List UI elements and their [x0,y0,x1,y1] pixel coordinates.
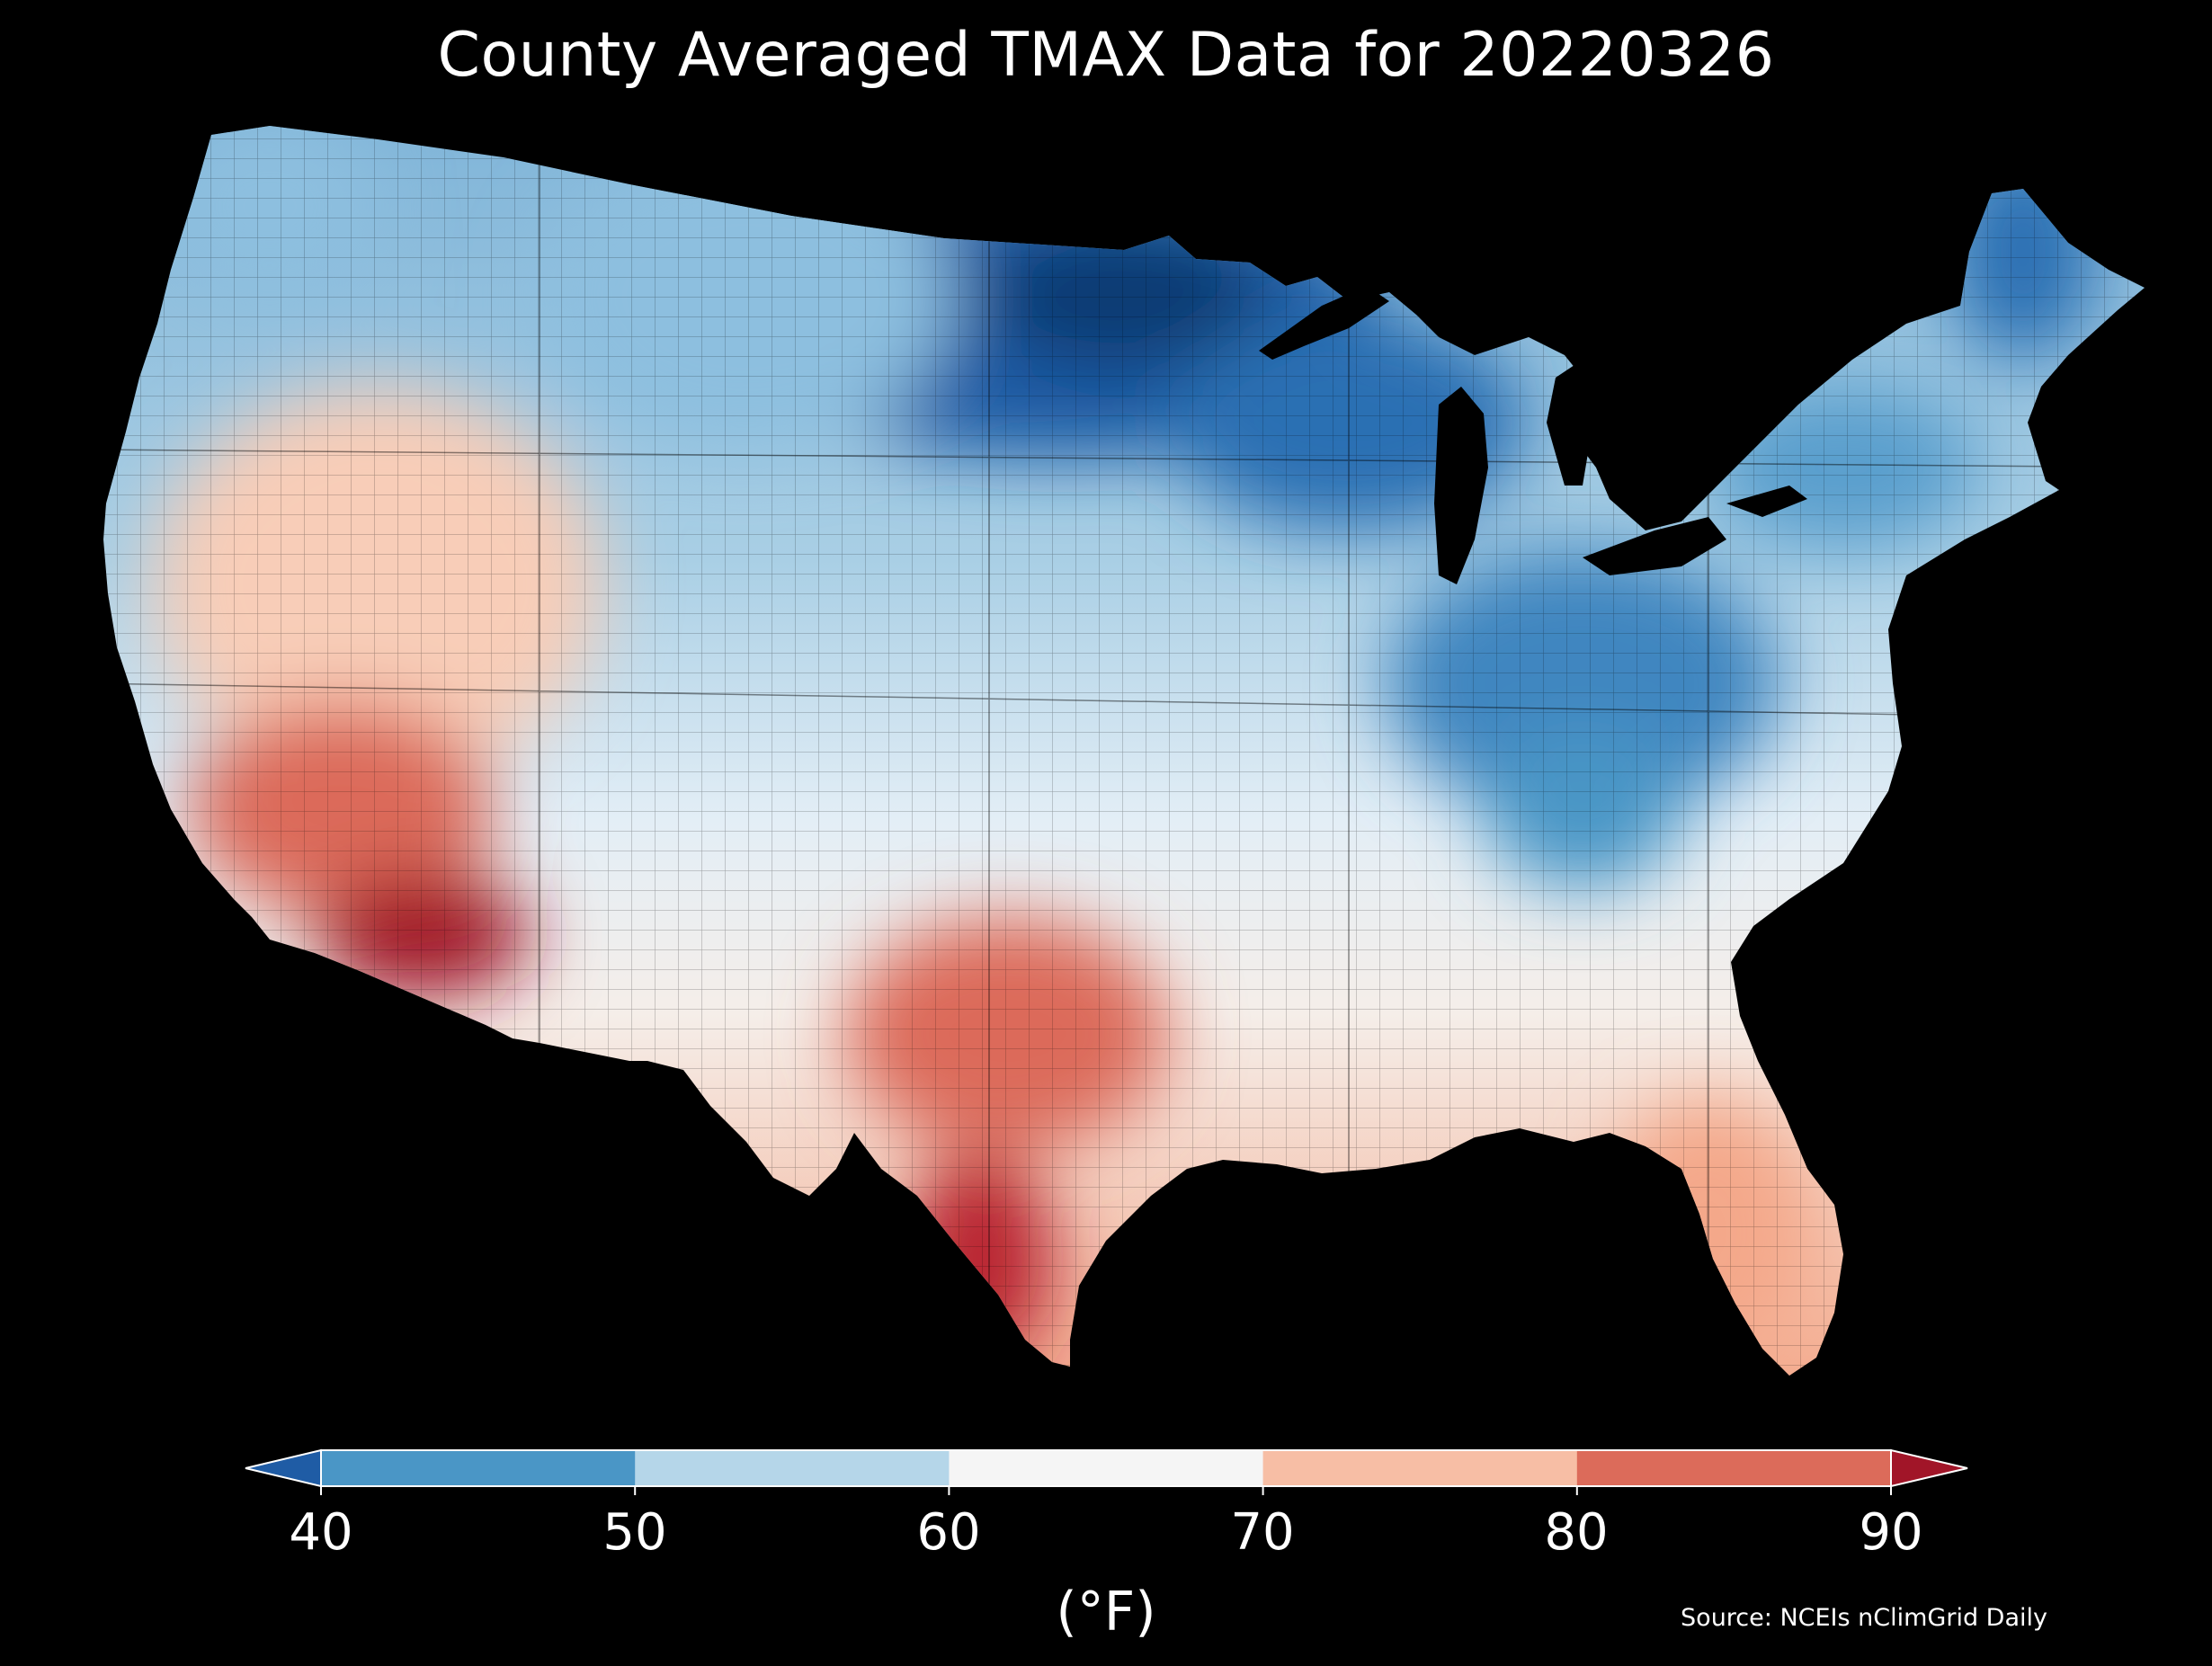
colorbar-bin [949,1450,1264,1486]
great-lakes [1259,286,1807,584]
colorbar-high-arrow [1890,1448,1968,1488]
colorbar-tick-label: 50 [602,1503,667,1562]
colorbar-low-arrow [245,1448,322,1488]
colorbar-bin [321,1450,636,1486]
map-title: County Averaged TMAX Data for 20220326 [437,20,1775,91]
colorbar-tick-label: 80 [1544,1503,1609,1562]
source-credit: Source: NCEIs nClimGrid Daily [1681,1604,2047,1632]
colorbar-bin [1262,1450,1578,1486]
colorbar-unit-label: (°F) [1056,1581,1156,1644]
colorbar-tick-label: 60 [916,1503,981,1562]
colorbar-tick-label: 90 [1859,1503,1923,1562]
colorbar-tick-label: 70 [1230,1503,1295,1562]
colorbar-bin [1576,1450,1892,1486]
colorbar-tick-label: 40 [289,1503,353,1562]
colorbar-bin [635,1450,950,1486]
